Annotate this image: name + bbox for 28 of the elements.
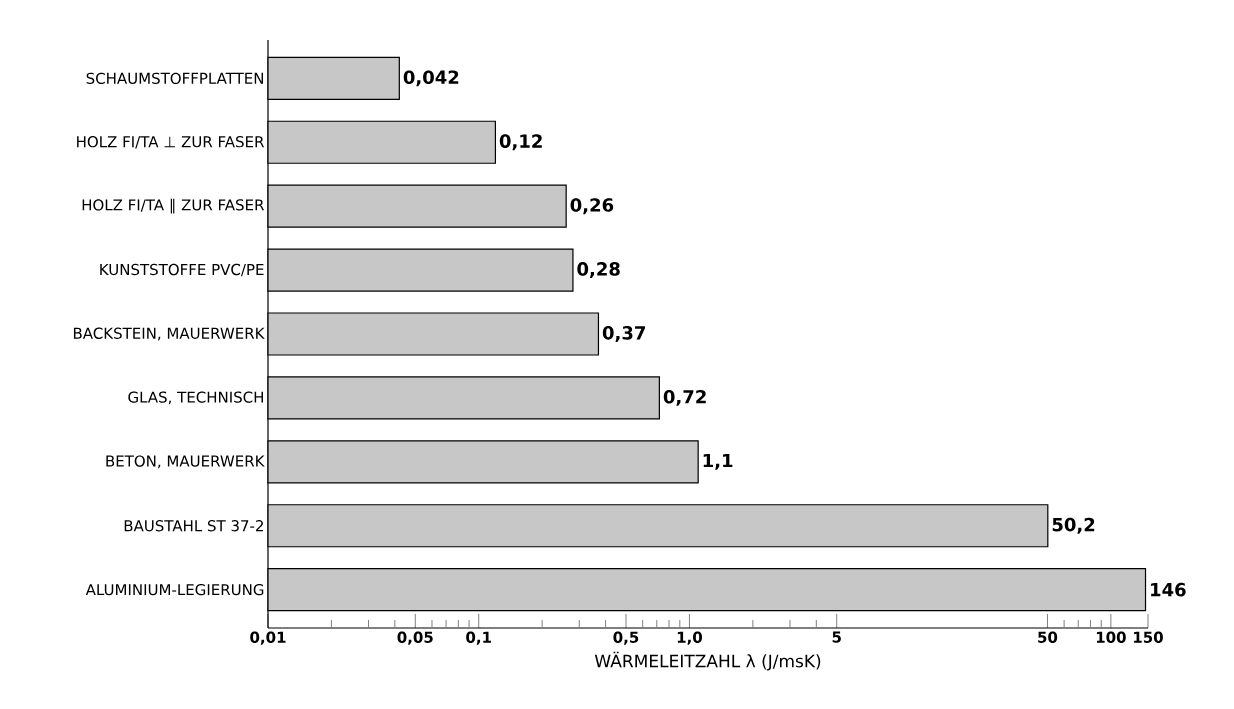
data-label: 0,042 xyxy=(403,70,459,87)
y-tick-label: SCHAUMSTOFFPLATTEN xyxy=(86,72,263,85)
x-tick-label: 150 xyxy=(1134,631,1163,643)
data-label: 0,26 xyxy=(570,198,614,215)
y-tick-label: HOLZ FI/TA ∥ ZUR FASER xyxy=(82,198,265,214)
x-tick-label: 50 xyxy=(1038,631,1058,643)
x-tick-label: 5 xyxy=(832,631,841,643)
x-tick-label: 100 xyxy=(1096,631,1126,643)
data-label: 0,72 xyxy=(663,389,706,406)
y-tick-label: BACKSTEIN, MAUERWERK xyxy=(73,327,265,341)
x-tick-label: 0,5 xyxy=(613,631,639,645)
x-tick-label: 0,1 xyxy=(466,631,491,645)
x-tick-label: 1,0 xyxy=(677,631,703,645)
data-label: 146 xyxy=(1151,582,1186,597)
data-label: 50,2 xyxy=(1052,517,1095,534)
x-tick-label: 0,05 xyxy=(397,631,433,645)
data-label: 1,1 xyxy=(703,453,733,470)
data-label: 0,28 xyxy=(577,262,620,279)
data-label: 0,37 xyxy=(602,326,645,342)
y-tick-label: BAUSTAHL ST 37-2 xyxy=(124,520,263,532)
y-tick-label: GLAS, TECHNISCH xyxy=(128,391,263,405)
data-label: 0,12 xyxy=(499,134,542,151)
y-tick-label: HOLZ FI/TA ⊥ ZUR FASER xyxy=(77,135,265,149)
y-tick-label: KUNSTSTOFFE PVC/PE xyxy=(100,263,264,277)
x-axis-title: WÄRMELEITZAHL λ (J/msK) xyxy=(594,651,821,671)
x-tick-label: 0,01 xyxy=(250,631,286,645)
y-tick-label: BETON, MAUERWERK xyxy=(106,455,265,469)
y-tick-label: ALUMINIUM-LEGIERUNG xyxy=(85,583,264,596)
